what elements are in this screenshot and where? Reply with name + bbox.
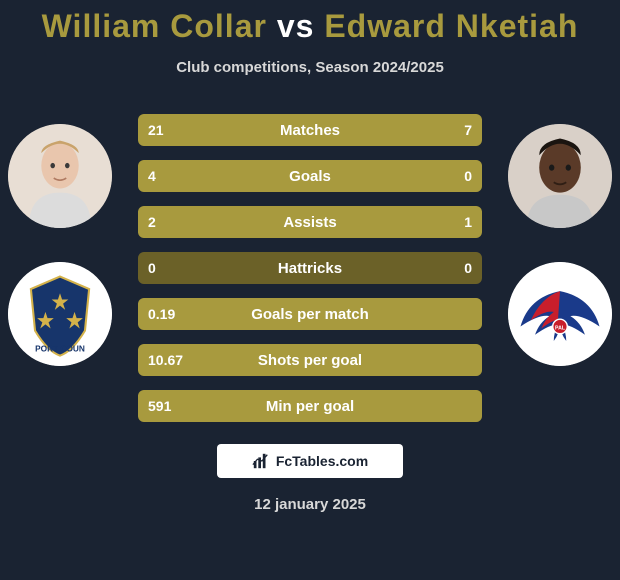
- stat-label: Goals per match: [138, 306, 482, 323]
- title-vs: vs: [277, 8, 315, 44]
- crest-icon: PORT COUN: [8, 262, 112, 366]
- stat-value-right: 0: [464, 168, 472, 184]
- subtitle: Club competitions, Season 2024/2025: [0, 59, 620, 76]
- stat-value-right: 1: [464, 214, 472, 230]
- stat-label: Assists: [138, 214, 482, 231]
- left-avatar-column: PORT COUN: [8, 124, 112, 366]
- title-player2: Edward Nketiah: [324, 8, 578, 44]
- stat-row: 2Assists1: [138, 206, 482, 238]
- player1-avatar: [8, 124, 112, 228]
- page-title: William Collar vs Edward Nketiah: [0, 8, 620, 45]
- stat-row: 4Goals0: [138, 160, 482, 192]
- brand-text: FcTables.com: [276, 453, 368, 469]
- header: William Collar vs Edward Nketiah Club co…: [0, 0, 620, 76]
- stat-row: 10.67Shots per goal: [138, 344, 482, 376]
- club2-badge: PAL: [508, 262, 612, 366]
- brand-pill[interactable]: FcTables.com: [217, 444, 403, 478]
- stat-value-right: 7: [464, 122, 472, 138]
- player2-avatar: [508, 124, 612, 228]
- svg-text:PAL: PAL: [555, 326, 566, 332]
- right-avatar-column: PAL: [508, 124, 612, 366]
- title-player1: William Collar: [42, 8, 267, 44]
- stat-label: Min per goal: [138, 398, 482, 415]
- stat-label: Matches: [138, 122, 482, 139]
- person-icon: [8, 124, 112, 228]
- stat-row: 21Matches7: [138, 114, 482, 146]
- stat-label: Shots per goal: [138, 352, 482, 369]
- stat-row: 0Hattricks0: [138, 252, 482, 284]
- stat-label: Hattricks: [138, 260, 482, 277]
- date-text: 12 january 2025: [0, 496, 620, 513]
- club1-badge: PORT COUN: [8, 262, 112, 366]
- svg-text:PORT COUN: PORT COUN: [35, 343, 85, 353]
- eagle-crest-icon: PAL: [508, 262, 612, 366]
- stat-value-right: 0: [464, 260, 472, 276]
- stat-row: 0.19Goals per match: [138, 298, 482, 330]
- stat-label: Goals: [138, 168, 482, 185]
- bar-chart-icon: [252, 452, 270, 470]
- stat-row: 591Min per goal: [138, 390, 482, 422]
- person-icon: [508, 124, 612, 228]
